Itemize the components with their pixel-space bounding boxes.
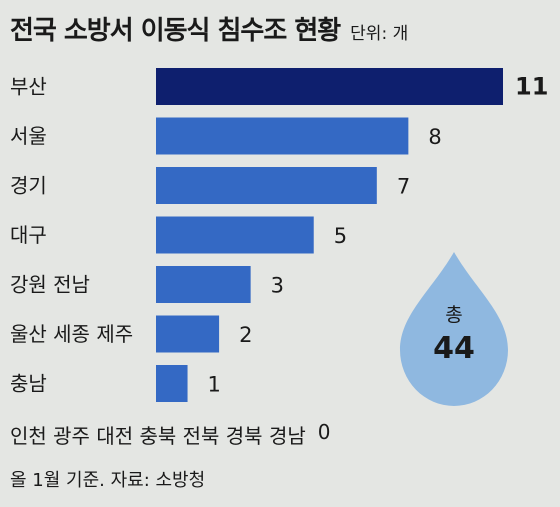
zero-value-label: 0: [317, 420, 331, 444]
chart-title: 전국 소방서 이동식 침수조 현황: [10, 16, 341, 46]
bar: [156, 315, 220, 353]
value-label: 1: [208, 373, 221, 397]
value-label: 5: [334, 224, 347, 248]
title-row: 전국 소방서 이동식 침수조 현황 단위: 개: [10, 10, 408, 50]
zero-value-row: 인천 광주 대전 충북 전북 경북 경남 0: [10, 420, 330, 449]
category-label: 서울: [10, 124, 47, 148]
category-label: 대구: [10, 223, 47, 247]
total-label: 총: [445, 304, 463, 326]
category-label: 울산 세종 제주: [10, 322, 133, 346]
bar: [156, 365, 188, 402]
total-value: 44: [433, 331, 475, 366]
category-label: 충남: [10, 372, 47, 396]
bar: [156, 216, 314, 254]
category-label: 경기: [10, 174, 47, 198]
value-label: 8: [428, 125, 441, 149]
value-label: 7: [397, 175, 410, 199]
source-note: 올 1월 기준. 자료: 소방청: [10, 470, 206, 491]
bar: [156, 266, 251, 303]
value-label: 2: [239, 323, 252, 347]
bar: [156, 68, 503, 105]
bar: [156, 117, 409, 155]
bars-group: 부산 11 서울 8 경기 7 대구 5 강원 전남 3 울산 세종 제주 2 충남 1: [10, 68, 548, 402]
unit-label: 단위: 개: [350, 24, 409, 44]
zero-value-regions: 인천 광주 대전 충북 전북 경북 경남: [10, 424, 306, 448]
category-label: 부산: [10, 75, 47, 99]
bar: [156, 167, 377, 204]
value-label: 11: [515, 73, 548, 101]
value-label: 3: [271, 274, 284, 298]
water-drop-icon: [400, 252, 508, 406]
category-label: 강원 전남: [10, 273, 90, 297]
total-badge: 총 44: [398, 300, 510, 366]
